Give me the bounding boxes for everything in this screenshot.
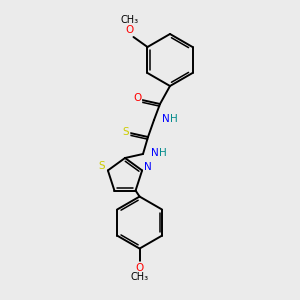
Text: N: N — [151, 148, 159, 158]
Text: H: H — [159, 148, 167, 158]
Text: N: N — [162, 114, 170, 124]
Text: H: H — [170, 114, 178, 124]
Text: CH₃: CH₃ — [130, 272, 148, 282]
Text: O: O — [133, 93, 141, 103]
Text: CH₃: CH₃ — [120, 15, 139, 25]
Text: N: N — [144, 162, 152, 172]
Text: S: S — [99, 161, 105, 171]
Text: O: O — [125, 25, 134, 35]
Text: S: S — [123, 127, 129, 137]
Text: O: O — [136, 262, 144, 273]
